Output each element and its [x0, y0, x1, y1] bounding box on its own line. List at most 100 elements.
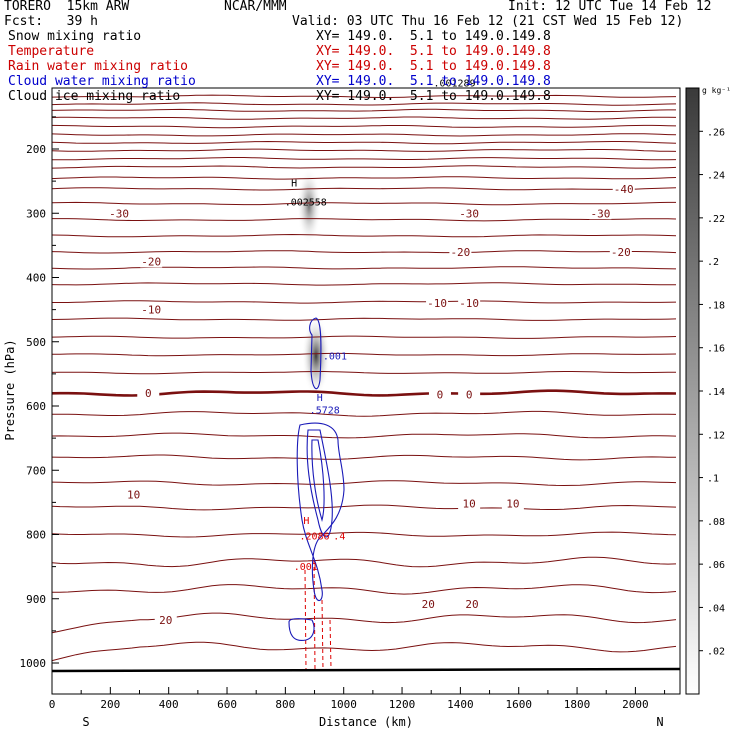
annotation-label: H — [317, 393, 323, 404]
annotation-label: .002558 — [285, 198, 327, 209]
cloud-water-contour — [311, 439, 325, 523]
x-tick-label: 200 — [100, 698, 120, 711]
south-label: S — [82, 715, 89, 729]
temperature-contours — [52, 94, 677, 662]
x-tick-label: 400 — [159, 698, 179, 711]
colorbar-tick-label: .22 — [707, 214, 725, 225]
annotation-label: .4 — [333, 532, 345, 543]
field-name: Cloud ice mixing ratio — [8, 89, 181, 104]
temperature-contour — [52, 612, 677, 634]
annotations: H .002558 .001289 .001 H .5728 .2086 .4 .001 H — [285, 79, 476, 573]
y-tick-label: 800 — [26, 529, 46, 542]
rain-contour — [304, 569, 307, 671]
x-axis-title: Distance (km) — [319, 715, 413, 729]
temperature-contour — [52, 584, 677, 595]
colorbar — [685, 87, 700, 695]
y-tick-label: 700 — [26, 464, 46, 477]
contour-label: 10 — [463, 498, 476, 511]
contour-label: 10 — [127, 489, 140, 502]
x-tick-label: 1800 — [564, 698, 591, 711]
contour-label: 20 — [465, 598, 478, 611]
valid-time: Valid: 03 UTC Thu 16 Feb 12 (21 CST Wed … — [292, 14, 684, 29]
rain-contour — [321, 599, 324, 671]
cloud-water-contour — [296, 422, 345, 602]
colorbar-tick-label: .02 — [707, 647, 725, 658]
snow-shading — [297, 168, 330, 396]
colorbar-tick-label: .2 — [707, 257, 719, 268]
contour-label-bg — [458, 497, 481, 510]
contour-label-bg — [501, 497, 524, 510]
north-label: N — [656, 715, 663, 729]
cloud-water-contour — [309, 317, 322, 390]
colorbar-tick-label: .26 — [707, 127, 725, 138]
colorbar-tick-label: .08 — [707, 517, 725, 528]
x-tick-label: 1600 — [505, 698, 532, 711]
field-xy: XY= 149.0. 5.1 to 149.0.149.8 — [316, 44, 551, 59]
temperature-contour — [52, 300, 677, 304]
colorbar-tick-label: .1 — [707, 474, 719, 485]
contour-label-bg — [108, 207, 131, 220]
contour-label-bg — [154, 613, 177, 626]
y-tick-label: 300 — [26, 207, 46, 220]
temperature-contour — [52, 352, 677, 357]
contour-label-bg — [417, 597, 440, 610]
colorbar-tick-label: .06 — [707, 560, 725, 571]
contour-label-bg — [589, 207, 612, 220]
contour-label-bg — [140, 303, 163, 316]
annotation-label: .001289 — [433, 79, 475, 90]
contour-label-bg — [449, 245, 472, 258]
temperature-contour — [52, 218, 677, 222]
contour-label-bg — [426, 297, 449, 310]
temperature-contour — [52, 531, 677, 538]
snow-cell-mid — [302, 316, 330, 396]
contour-label: -30 — [459, 207, 479, 220]
x-tick-label: 0 — [49, 698, 56, 711]
rain-water-contours — [304, 559, 332, 671]
contour-label-bg — [461, 597, 484, 610]
field-name: Temperature — [8, 44, 95, 59]
colorbar-tick-label: .24 — [707, 171, 725, 182]
colorbar-unit: g kg⁻¹ — [702, 86, 731, 95]
y-tick-label: 900 — [26, 593, 46, 606]
temperature-contour — [52, 432, 677, 439]
temperature-contour — [52, 317, 677, 321]
temperature-contour — [52, 556, 677, 568]
temperature-contour — [52, 454, 677, 461]
y-tick-label: 1000 — [20, 657, 47, 670]
field-xy: XY= 149.0. 5.1 to 149.0.149.8 — [316, 89, 551, 104]
contour-label: -40 — [614, 183, 634, 196]
contour-label: 20 — [422, 598, 435, 611]
contour-label: -20 — [611, 246, 631, 259]
colorbar-tick-label: .18 — [707, 300, 725, 311]
temperature-contour — [52, 148, 677, 152]
x-tick-label: 1200 — [389, 698, 416, 711]
annotation-label: .001 — [294, 562, 318, 573]
forecast-hour: Fcst: 39 h — [4, 14, 98, 29]
temperature-contour — [52, 410, 677, 417]
ground-line — [51, 667, 681, 673]
colorbar-tick-label: .04 — [707, 603, 725, 614]
temperature-contour — [52, 124, 677, 129]
temperature-contour — [52, 108, 676, 113]
contour-label-bg — [122, 488, 145, 501]
snow-cell-upper — [297, 168, 321, 244]
contour-label-bg — [458, 388, 481, 401]
temperature-contour — [52, 201, 676, 206]
init-time: Init: 12 UTC Tue 14 Feb 12 — [508, 0, 712, 14]
contour-label-bg — [612, 182, 635, 195]
contour-label: -20 — [450, 246, 470, 259]
colorbar-ticks: .26 .24 .22 .2 .18 .16 .14 .12 .1 .08 .06 .04 .02 — [699, 127, 725, 658]
temperature-contour — [52, 371, 676, 375]
x-tick-label: 800 — [275, 698, 295, 711]
temperature-contour — [52, 335, 677, 339]
cloud-water-contour — [306, 429, 333, 538]
annotation-label: .5728 — [310, 406, 340, 417]
rain-contour — [313, 559, 316, 671]
contour-label: 10 — [506, 498, 519, 511]
temperature-contour — [52, 480, 677, 487]
contour-label: 0 — [466, 388, 473, 401]
field-name: Rain water mixing ratio — [8, 59, 189, 74]
colorbar-tick-label: .14 — [707, 387, 725, 398]
annotation-label: H — [303, 516, 309, 527]
contour-label: 20 — [159, 614, 172, 627]
